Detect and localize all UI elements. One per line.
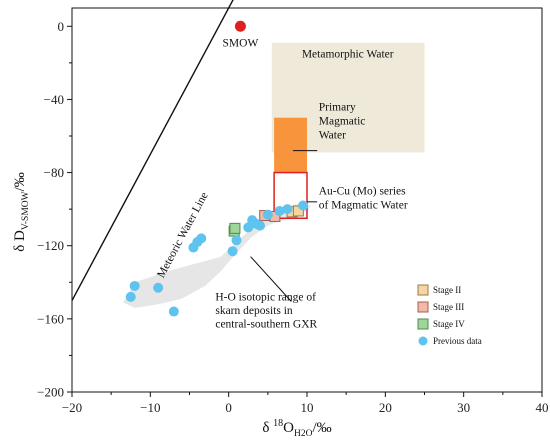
- previous-data-point: [243, 222, 254, 233]
- x-axis-title-delta: δ: [262, 420, 273, 436]
- previous-data-point: [298, 200, 309, 211]
- x-tick-label: 40: [536, 400, 549, 415]
- x-tick-label: 20: [379, 400, 392, 415]
- y-tick-label: −200: [37, 385, 64, 400]
- legend-label: Stage IV: [433, 319, 465, 329]
- previous-data-point: [196, 233, 207, 244]
- skarn-range-label: H-O isotopic range of: [215, 292, 316, 304]
- metamorphic-water-label: Metamorphic Water: [302, 48, 394, 60]
- previous-data-point: [274, 205, 285, 216]
- x-tick-label: 30: [457, 400, 470, 415]
- legend-swatch-stage-3: [417, 301, 429, 313]
- previous-data-point: [125, 291, 136, 302]
- previous-data-point: [227, 246, 238, 257]
- y-tick-label: −80: [44, 165, 64, 180]
- meteoric-water-line: [71, 0, 234, 301]
- previous-data-point: [262, 209, 273, 220]
- x-axis-title-sub: H2O: [294, 429, 313, 439]
- au-cu-mo-region: [273, 171, 308, 220]
- y-tick-label: −120: [37, 238, 64, 253]
- stage-4-point: [229, 222, 241, 234]
- primary-magmatic-water-label: Primary: [319, 101, 356, 113]
- smow-label: SMOW: [223, 37, 259, 49]
- primary-magmatic-water-region: [274, 117, 307, 173]
- legend: Stage II Stage III Stage IV Previous data: [417, 284, 482, 346]
- y-tick-label: −40: [44, 92, 64, 107]
- y-axis-title-main: δ D: [12, 230, 28, 252]
- x-axis-title-post: /‰: [312, 420, 331, 436]
- y-axis-title: δ DV-SMOW/‰: [12, 172, 31, 252]
- skarn-range-leader: [250, 256, 292, 302]
- skarn-range-region: [122, 203, 311, 308]
- skarn-range-label: central-southern GXR: [215, 319, 317, 331]
- smow-point: [234, 20, 246, 32]
- legend-swatch-previous-data: [418, 336, 428, 346]
- previous-data-point: [153, 282, 164, 293]
- primary-magmatic-water-label: Magmatic: [319, 115, 366, 127]
- y-tick-label: 0: [58, 19, 65, 34]
- y-tick-label: −160: [37, 311, 64, 326]
- legend-swatch-stage-4: [417, 318, 429, 330]
- lines-layer: [71, 0, 318, 302]
- x-axis-title-main: O: [283, 420, 294, 436]
- previous-data-point: [282, 204, 293, 215]
- au-cu-mo-label: of Magmatic Water: [319, 200, 408, 212]
- skarn-range-label: skarn deposits in: [215, 305, 293, 317]
- x-tick-label: 10: [301, 400, 314, 415]
- x-axis-title: δ 18OH2O/‰: [262, 418, 331, 439]
- previous-data-point: [255, 220, 265, 231]
- legend-label: Stage III: [433, 302, 464, 312]
- x-axis-title-sup: 18: [273, 418, 283, 429]
- regions-layer: [122, 42, 425, 308]
- legend-label: Stage II: [433, 285, 461, 295]
- y-axis-title-post: /‰: [12, 172, 28, 191]
- previous-data-point: [168, 306, 179, 317]
- x-tick-label: −10: [140, 400, 160, 415]
- previous-data-point: [129, 280, 140, 291]
- x-tick-label: 0: [225, 400, 232, 415]
- legend-swatch-stage-2: [417, 284, 429, 296]
- previous-data-point: [231, 235, 242, 246]
- x-tick-label: −20: [62, 400, 82, 415]
- legend-label: Previous data: [433, 336, 482, 346]
- y-axis-title-sub: V-SMOW: [21, 191, 31, 230]
- au-cu-mo-label: Au-Cu (Mo) series: [319, 186, 406, 198]
- points-layer: [125, 20, 309, 317]
- primary-magmatic-water-label: Water: [319, 129, 346, 141]
